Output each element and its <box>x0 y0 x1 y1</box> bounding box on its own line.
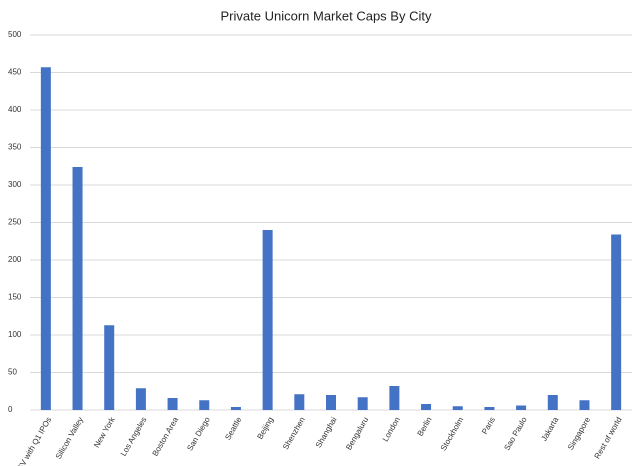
bar <box>135 388 146 410</box>
bar <box>484 407 495 410</box>
bar <box>262 230 273 410</box>
bar <box>357 397 368 410</box>
bar <box>40 67 51 410</box>
y-tick-label: 400 <box>8 105 22 114</box>
bar <box>547 395 558 410</box>
x-tick-label: Silicon Valley <box>54 416 85 461</box>
x-tick-label: Paris <box>480 416 497 436</box>
x-tick-label: Sao Paulo <box>502 415 529 452</box>
x-tick-label: Beijing <box>255 416 275 441</box>
y-tick-label: 0 <box>8 405 13 414</box>
x-tick-label: Seattle <box>223 415 244 442</box>
chart-title: Private Unicorn Market Caps By City <box>221 8 432 23</box>
x-tick-label: Berlin <box>416 416 434 438</box>
y-tick-label: 450 <box>8 68 22 77</box>
x-tick-label: Rest of world <box>593 416 624 461</box>
bar <box>421 404 432 410</box>
x-tick-label: Shenzhen <box>281 416 307 452</box>
bar <box>516 405 527 410</box>
y-tick-label: 250 <box>8 218 22 227</box>
y-tick-label: 150 <box>8 293 22 302</box>
x-tick-label: San Diego <box>185 415 212 452</box>
x-tick-label: Boston Area <box>151 415 181 458</box>
x-tick-label: Jakarta <box>539 415 560 443</box>
bar <box>167 398 178 410</box>
bar <box>104 325 115 410</box>
y-tick-label: 350 <box>8 143 22 152</box>
bar <box>230 407 241 410</box>
bar <box>611 234 622 410</box>
bar <box>579 400 590 410</box>
y-tick-label: 500 <box>8 30 22 39</box>
bar <box>199 400 210 410</box>
y-tick-label: 200 <box>8 255 22 264</box>
x-tick-label: Stockholm <box>439 415 466 452</box>
bar <box>326 395 336 410</box>
y-tick-label: 100 <box>8 330 22 339</box>
x-tick-label: Bengaluru <box>344 416 370 452</box>
x-tick-label: SV with Q1 IPOs <box>16 416 54 466</box>
bar <box>294 394 305 410</box>
bar <box>72 167 83 410</box>
bar <box>452 406 463 410</box>
x-tick-label: London <box>381 416 402 444</box>
x-tick-label: New York <box>92 415 117 450</box>
x-tick-label: Singapore <box>566 415 592 452</box>
bar <box>389 386 400 410</box>
x-tick-label: Los Angeles <box>119 416 149 458</box>
y-tick-label: 300 <box>8 180 22 189</box>
y-tick-label: 50 <box>8 368 17 377</box>
x-tick-label: Shanghai <box>314 415 339 449</box>
